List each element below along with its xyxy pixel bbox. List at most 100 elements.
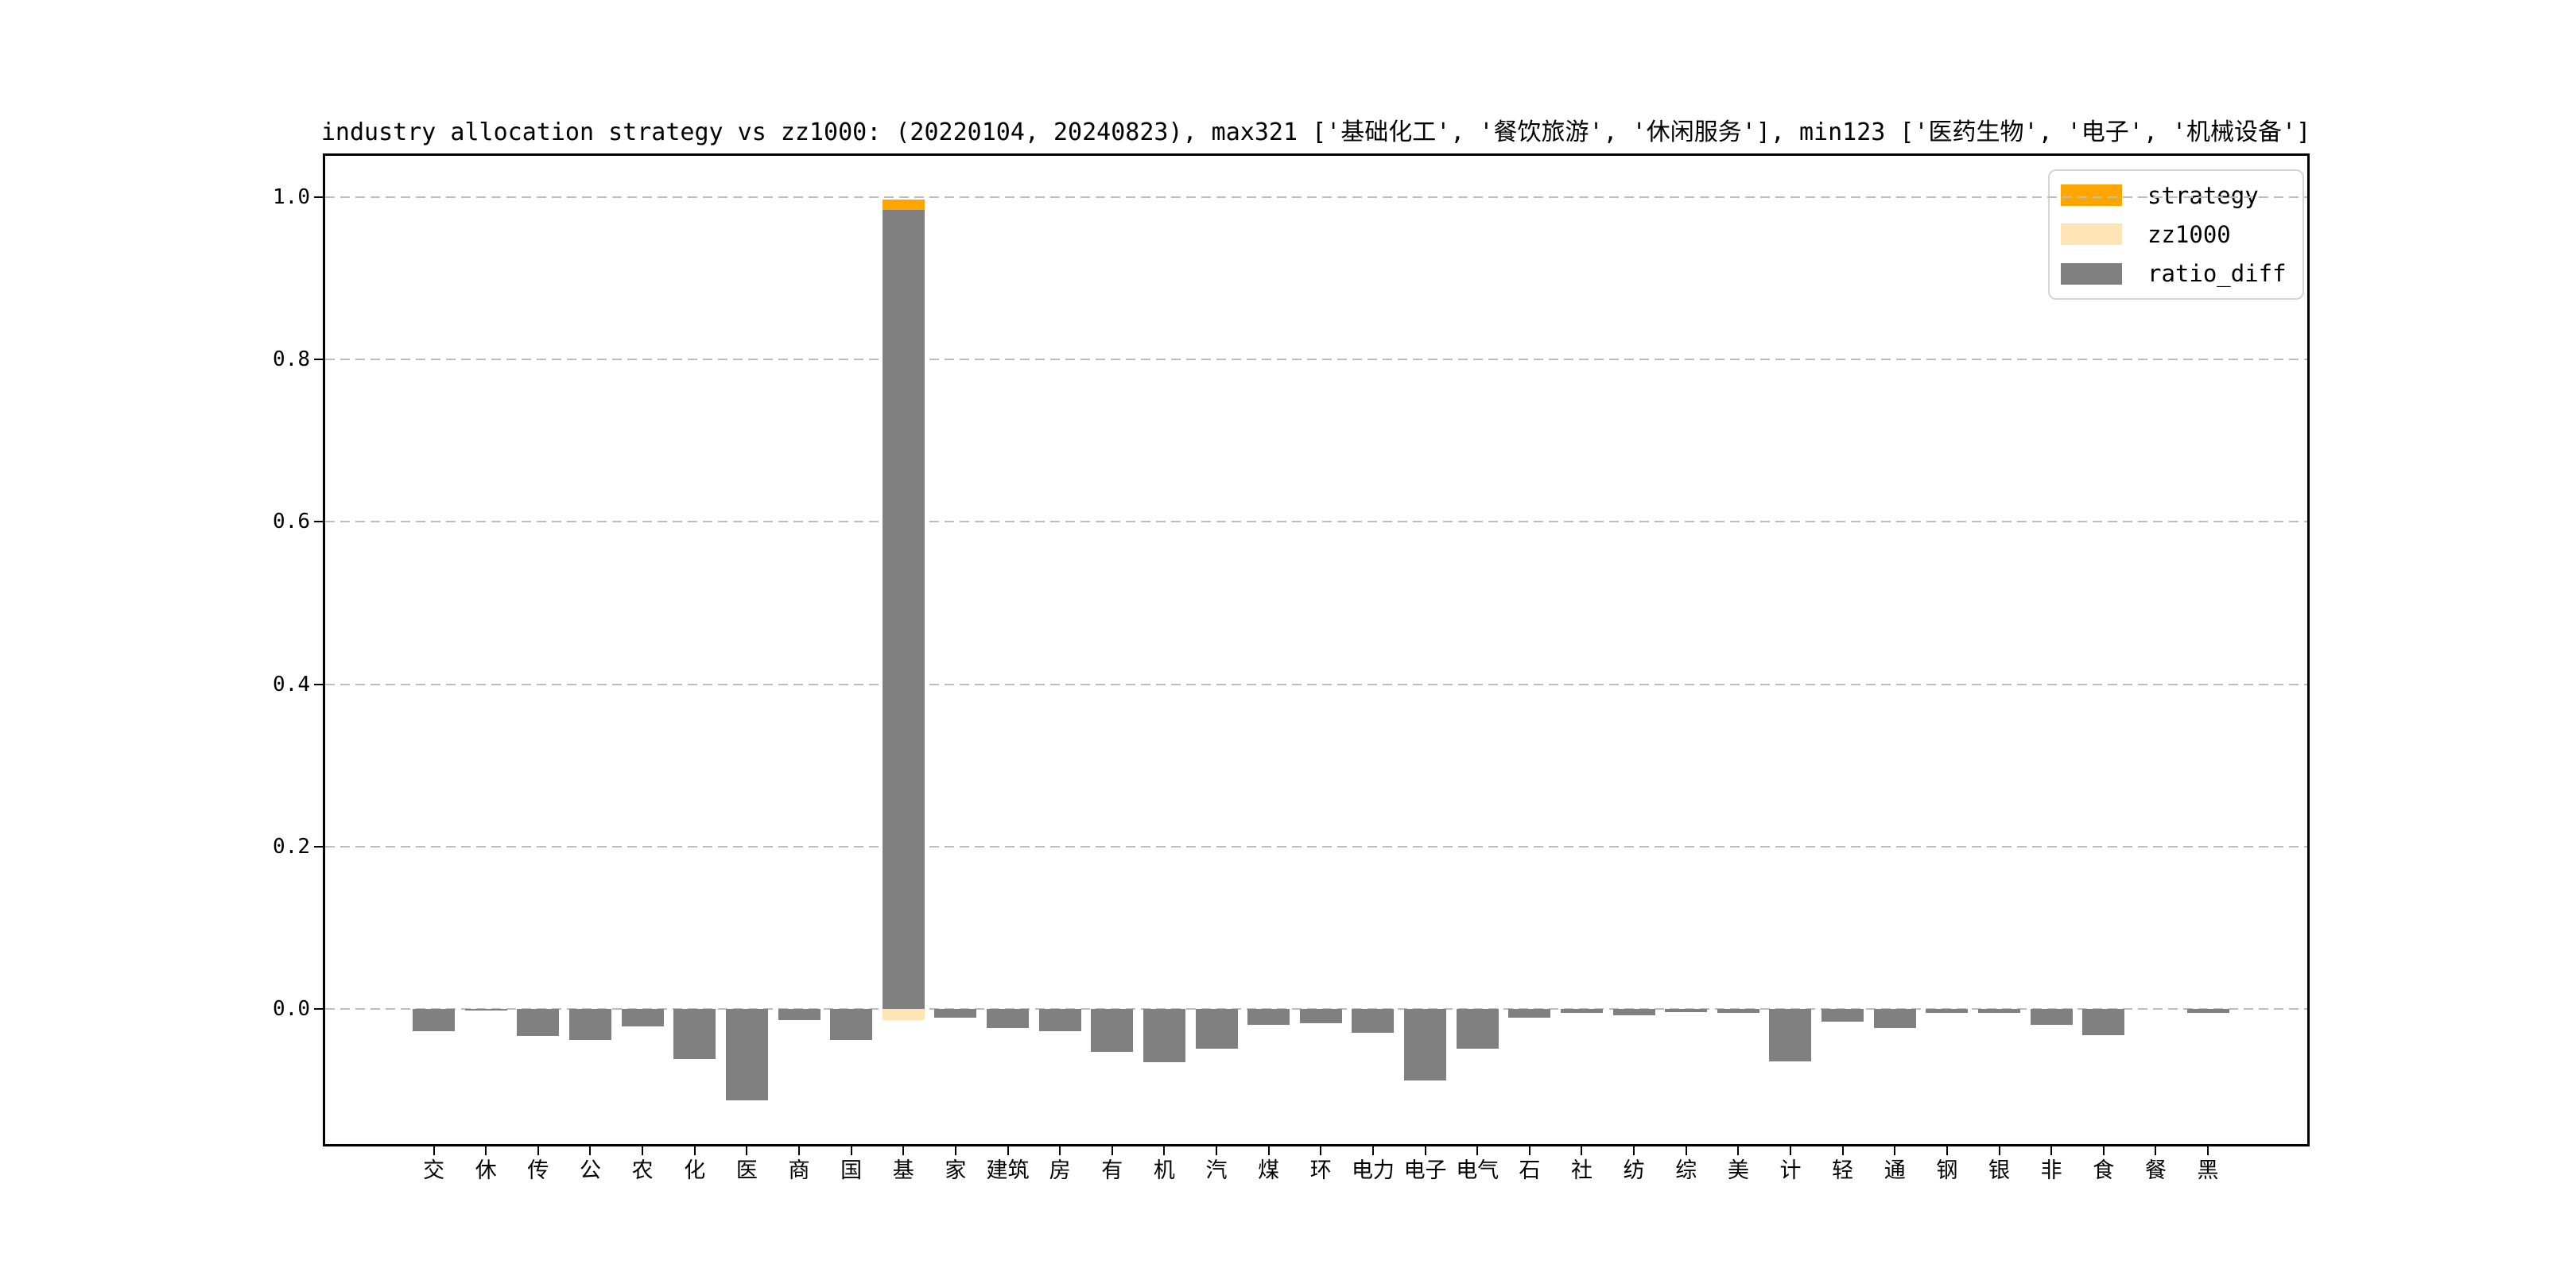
x-tick — [1267, 1146, 1270, 1155]
x-tick-label: 石 — [1519, 1158, 1541, 1183]
gridline — [325, 683, 2307, 685]
bar-轻-ratio-diff — [1821, 1009, 1864, 1022]
bar-煤-ratio-diff — [1247, 1009, 1290, 1025]
x-tick — [954, 1146, 956, 1155]
x-tick — [1894, 1146, 1896, 1155]
bar-食-ratio-diff — [2082, 1009, 2125, 1035]
gridline — [325, 521, 2307, 523]
x-tick — [2050, 1146, 2053, 1155]
gridline — [325, 845, 2307, 848]
y-tick — [314, 521, 323, 523]
y-tick-label: 0.4 — [273, 672, 310, 696]
x-tick — [1111, 1146, 1113, 1155]
y-tick-label: 0.8 — [273, 347, 310, 372]
bar-基-strategy — [882, 199, 925, 211]
x-tick-label: 传 — [527, 1158, 549, 1183]
x-tick — [1633, 1146, 1635, 1155]
bar-电气-ratio-diff — [1456, 1009, 1499, 1049]
x-tick — [642, 1146, 644, 1155]
x-tick — [1320, 1146, 1322, 1155]
x-tick-label: 电气 — [1456, 1158, 1499, 1183]
bar-化-ratio-diff — [673, 1009, 716, 1059]
bar-通-ratio-diff — [1873, 1009, 1916, 1028]
x-tick — [1841, 1146, 1844, 1155]
x-tick-label: 电子 — [1403, 1158, 1447, 1183]
x-tick-label: 交 — [423, 1158, 445, 1183]
x-tick-label: 汽 — [1205, 1158, 1228, 1183]
x-tick-label: 国 — [840, 1158, 863, 1183]
bar-有-ratio-diff — [1091, 1009, 1134, 1053]
x-tick — [1059, 1146, 1061, 1155]
x-tick-label: 通 — [1884, 1158, 1906, 1183]
x-tick — [1581, 1146, 1583, 1155]
x-tick — [1737, 1146, 1740, 1155]
x-tick — [850, 1146, 852, 1155]
x-tick — [2155, 1146, 2157, 1155]
x-tick — [1946, 1146, 1948, 1155]
x-tick-label: 美 — [1727, 1158, 1749, 1183]
x-tick — [1163, 1146, 1166, 1155]
x-tick — [589, 1146, 592, 1155]
x-tick — [1789, 1146, 1791, 1155]
bar-综-ratio-diff — [1665, 1009, 1708, 1013]
x-tick — [537, 1146, 539, 1155]
x-tick-label: 轻 — [1832, 1158, 1854, 1183]
plot-area — [323, 153, 2310, 1146]
gridline — [325, 359, 2307, 361]
x-tick-label: 环 — [1309, 1158, 1332, 1183]
bar-国-ratio-diff — [830, 1009, 873, 1041]
x-tick — [1476, 1146, 1479, 1155]
legend-item-zz1000: zz1000 — [2050, 222, 2302, 247]
bar-公-ratio-diff — [568, 1009, 611, 1041]
legend-swatch-strategy — [2061, 184, 2122, 207]
bar-钢-ratio-diff — [1926, 1009, 1969, 1014]
x-tick-label: 银 — [1988, 1158, 2010, 1183]
y-tick-label: 1.0 — [273, 184, 310, 209]
x-tick-label: 纺 — [1623, 1158, 1645, 1183]
x-tick — [693, 1146, 696, 1155]
x-tick-label: 农 — [631, 1158, 654, 1183]
x-tick — [2207, 1146, 2209, 1155]
bar-石-ratio-diff — [1508, 1009, 1551, 1018]
y-tick-label: 0.2 — [273, 834, 310, 859]
bar-房-ratio-diff — [1038, 1009, 1081, 1031]
x-tick-label: 建筑 — [986, 1158, 1030, 1183]
x-tick-label: 商 — [788, 1158, 810, 1183]
bar-非-ratio-diff — [2030, 1009, 2073, 1025]
bar-传-ratio-diff — [517, 1009, 560, 1036]
bar-社-ratio-diff — [1560, 1009, 1603, 1014]
x-tick-label: 房 — [1049, 1158, 1071, 1183]
x-tick — [1685, 1146, 1687, 1155]
bar-纺-ratio-diff — [1612, 1009, 1655, 1016]
y-tick — [314, 845, 323, 848]
legend-item-ratio-diff: ratio_diff — [2050, 261, 2302, 286]
legend-swatch-ratio-diff — [2061, 262, 2122, 285]
bar-基-ratio-diff — [882, 210, 925, 1010]
bar-医-ratio-diff — [725, 1009, 768, 1100]
x-tick-label: 休 — [475, 1158, 497, 1183]
bar-基-zz1000 — [882, 1009, 925, 1020]
x-tick — [433, 1146, 435, 1155]
x-tick — [1007, 1146, 1009, 1155]
bar-环-ratio-diff — [1299, 1009, 1342, 1023]
x-tick — [2102, 1146, 2105, 1155]
x-tick — [1371, 1146, 1374, 1155]
bar-农-ratio-diff — [621, 1009, 664, 1026]
y-tick — [314, 359, 323, 361]
x-tick-label: 社 — [1570, 1158, 1593, 1183]
x-tick — [746, 1146, 748, 1155]
bar-计-ratio-diff — [1769, 1009, 1812, 1061]
y-tick — [314, 683, 323, 685]
legend: strategy zz1000 ratio_diff — [2048, 169, 2304, 300]
bar-电子-ratio-diff — [1404, 1009, 1447, 1081]
bar-美-ratio-diff — [1717, 1009, 1759, 1014]
x-tick-label: 家 — [945, 1158, 967, 1183]
x-tick — [485, 1146, 487, 1155]
x-tick-label: 非 — [2040, 1158, 2062, 1183]
x-tick-label: 医 — [735, 1158, 758, 1183]
bar-休-ratio-diff — [464, 1009, 507, 1011]
y-tick-label: 0.0 — [273, 997, 310, 1022]
x-tick-label: 综 — [1675, 1158, 1697, 1183]
x-tick — [1528, 1146, 1530, 1155]
legend-label-zz1000: zz1000 — [2147, 220, 2231, 248]
